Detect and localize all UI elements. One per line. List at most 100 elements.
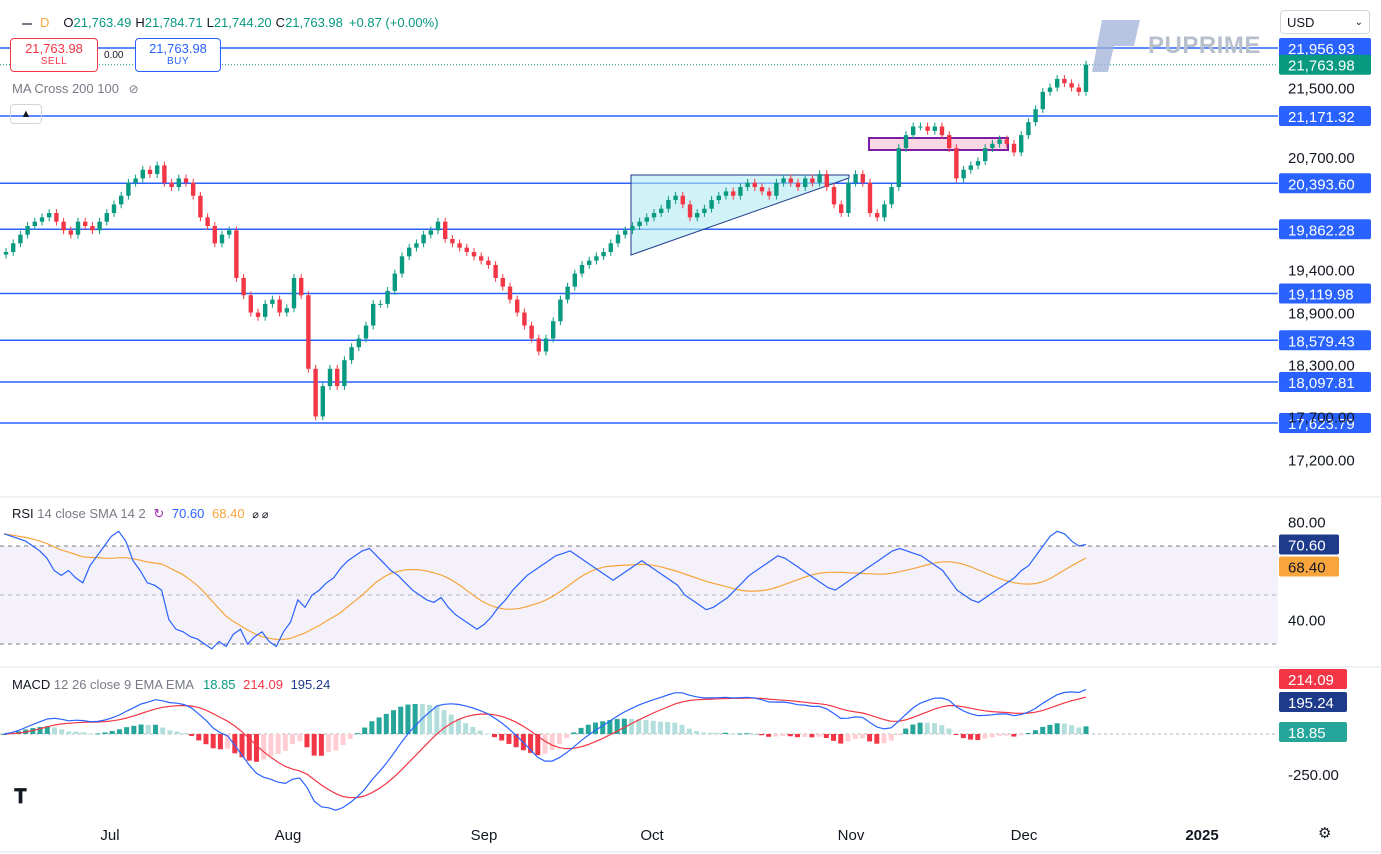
macd-signal-value: 214.09 bbox=[243, 677, 283, 692]
rsi-value: 70.60 bbox=[171, 506, 205, 521]
candle-body bbox=[399, 256, 405, 274]
refresh-icon[interactable]: ↻ bbox=[153, 506, 165, 521]
ma-indicator-label: MA Cross 200 100 bbox=[12, 81, 119, 96]
macd-legend[interactable]: MACD 12 26 close 9 EMA EMA 18.85 214.09 … bbox=[12, 677, 330, 692]
candle-body bbox=[97, 221, 102, 231]
change-value: +0.87 (+0.00%) bbox=[348, 15, 439, 30]
macd-histogram-bar bbox=[607, 720, 613, 734]
interval-badge[interactable] bbox=[22, 22, 32, 25]
macd-histogram-bar bbox=[448, 714, 454, 734]
candle-body bbox=[615, 234, 621, 244]
null-icon: ⌀ ⌀ bbox=[252, 509, 269, 521]
candle-body bbox=[61, 221, 66, 231]
rsi-band bbox=[0, 546, 1278, 644]
candle-body bbox=[1055, 78, 1060, 88]
candle-body bbox=[111, 204, 117, 214]
macd-histogram-bar bbox=[679, 724, 685, 734]
currency-value: USD bbox=[1287, 15, 1315, 30]
candle-body bbox=[335, 368, 340, 387]
candle-body bbox=[781, 178, 786, 183]
candle-body bbox=[1076, 87, 1081, 92]
macd-signal-line bbox=[3, 696, 1087, 799]
hist-value-label: 18.85 bbox=[1288, 725, 1326, 742]
macd-histogram-bar bbox=[946, 728, 952, 734]
brand-logo: PUPRIME bbox=[1088, 16, 1268, 74]
macd-histogram-bar bbox=[787, 734, 793, 737]
macd-hist-value: 18.85 bbox=[203, 677, 236, 692]
current-price-tag bbox=[1279, 54, 1371, 75]
rsi-value-tag bbox=[1279, 534, 1339, 555]
macd-histogram-bar bbox=[174, 731, 180, 734]
collapse-legend-button[interactable]: ▲ bbox=[10, 104, 42, 124]
macd-histogram-bar bbox=[665, 722, 671, 734]
candle-body bbox=[68, 230, 73, 235]
macd-histogram-bar bbox=[823, 734, 829, 738]
candle-body bbox=[133, 178, 138, 183]
candle-body bbox=[500, 277, 505, 287]
macd-histogram-bar bbox=[895, 734, 901, 735]
macd-histogram-bar bbox=[282, 734, 288, 751]
price-tick-label: 18,900.00 bbox=[1288, 306, 1355, 323]
ma-indicator-legend[interactable]: MA Cross 200 100 ⊘ bbox=[12, 81, 139, 96]
gear-icon[interactable]: ⚙ bbox=[1318, 825, 1332, 842]
candle-body bbox=[867, 182, 873, 214]
candle-body bbox=[1011, 143, 1017, 153]
macd-histogram-bar bbox=[167, 730, 173, 734]
candle-body bbox=[709, 200, 714, 209]
interval-label[interactable]: D bbox=[40, 15, 50, 30]
candle-body bbox=[889, 187, 894, 205]
macd-histogram-bar bbox=[600, 721, 606, 734]
rsi-legend[interactable]: RSI 14 close SMA 14 2 ↻ 70.60 68.40 ⌀ ⌀ bbox=[12, 506, 269, 522]
candle-body bbox=[155, 165, 160, 175]
candle-body bbox=[119, 195, 124, 205]
candle-body bbox=[522, 312, 527, 326]
macd-histogram-bar bbox=[66, 731, 72, 734]
macd-value-label: 214.09 bbox=[1288, 672, 1334, 689]
candle-body bbox=[795, 182, 801, 188]
rsi-value-label: 70.60 bbox=[1288, 538, 1326, 555]
price-tick-label: 19,400.00 bbox=[1288, 262, 1355, 279]
eye-hidden-icon[interactable]: ⊘ bbox=[128, 82, 139, 96]
level-price-label: 21,171.32 bbox=[1288, 109, 1355, 126]
rsi-line bbox=[3, 530, 1087, 650]
macd-histogram-bar bbox=[275, 734, 281, 754]
macd-histogram-bar bbox=[960, 734, 966, 739]
candle-body bbox=[983, 148, 988, 162]
candle-body bbox=[306, 295, 311, 369]
candle-body bbox=[263, 303, 268, 317]
range-rectangle bbox=[868, 137, 1009, 151]
currency-select[interactable]: USD ⌄ bbox=[1280, 10, 1370, 34]
tradingview-logo-icon[interactable]: 𝐓 bbox=[14, 786, 27, 808]
macd-histogram-bar bbox=[845, 734, 851, 742]
macd-histogram-bar bbox=[672, 722, 678, 734]
candle-body bbox=[565, 286, 570, 300]
macd-histogram-bar bbox=[311, 734, 317, 756]
level-price-label: 17,623.79 bbox=[1288, 416, 1355, 433]
candle-body bbox=[759, 187, 765, 192]
candle-body bbox=[140, 169, 145, 179]
candle-body bbox=[911, 126, 916, 136]
macd-histogram-bar bbox=[217, 734, 223, 750]
buy-label: BUY bbox=[166, 56, 190, 67]
macd-histogram-bar bbox=[773, 734, 779, 737]
macd-histogram-bar bbox=[542, 734, 548, 754]
candle-body bbox=[925, 126, 930, 131]
sell-button[interactable]: 21,763.98 SELL bbox=[10, 38, 98, 72]
candle-body bbox=[313, 368, 318, 417]
macd-line-value: 195.24 bbox=[290, 677, 331, 692]
candle-body bbox=[731, 191, 736, 196]
low-value: 21,744.20 bbox=[213, 15, 272, 30]
macd-histogram-bar bbox=[571, 732, 577, 734]
buy-button[interactable]: 21,763.98 BUY bbox=[135, 38, 221, 72]
hist-tag bbox=[1279, 722, 1347, 742]
candle-body bbox=[183, 178, 189, 183]
macd-histogram-bar bbox=[318, 734, 324, 756]
brand-mark-icon bbox=[1092, 20, 1140, 72]
candle-body bbox=[954, 148, 959, 179]
macd-histogram-bar bbox=[261, 734, 267, 760]
candle-body bbox=[579, 264, 585, 274]
candle-body bbox=[234, 230, 239, 278]
macd-histogram-bar bbox=[614, 719, 620, 734]
sell-label: SELL bbox=[40, 56, 68, 67]
